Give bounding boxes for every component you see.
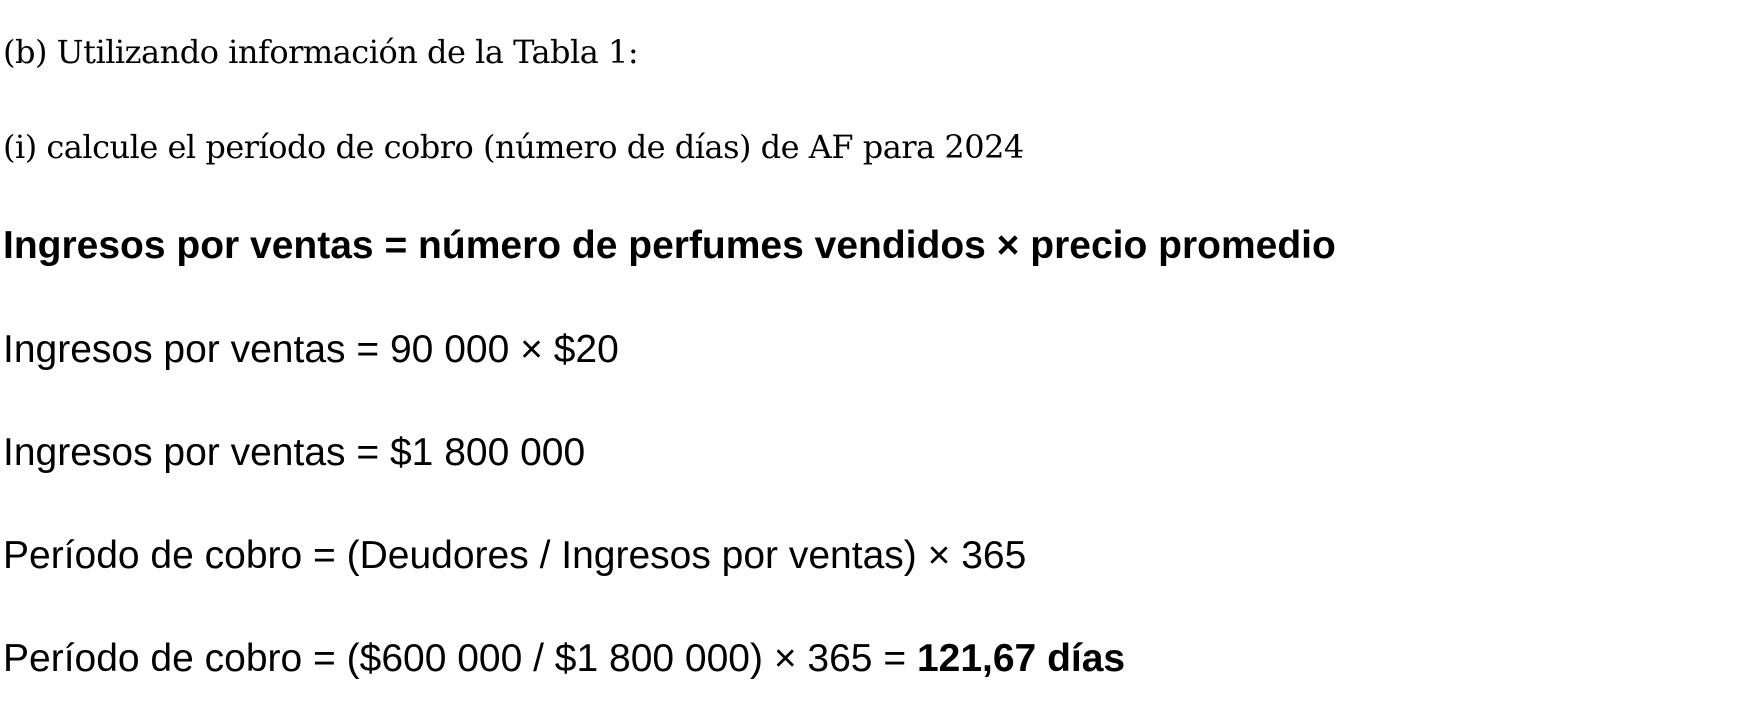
calculation-step-2: Ingresos por ventas = $1 800 000 — [3, 431, 586, 474]
question-part-i: (i) calcule el período de cobro (número … — [3, 128, 1024, 166]
calculation-step-3: Período de cobro = (Deudores / Ingresos … — [3, 534, 1027, 577]
calculation-step-1: Ingresos por ventas = 90 000 × $20 — [3, 328, 619, 371]
question-part-b: (b) Utilizando información de la Tabla 1… — [3, 33, 639, 71]
calculation-step-4: Período de cobro = ($600 000 / $1 800 00… — [3, 639, 1125, 678]
final-result: 121,67 días — [916, 637, 1126, 680]
step-4-expression: Período de cobro = ($600 000 / $1 800 00… — [3, 637, 917, 680]
formula-heading: Ingresos por ventas = número de perfumes… — [3, 224, 1336, 267]
